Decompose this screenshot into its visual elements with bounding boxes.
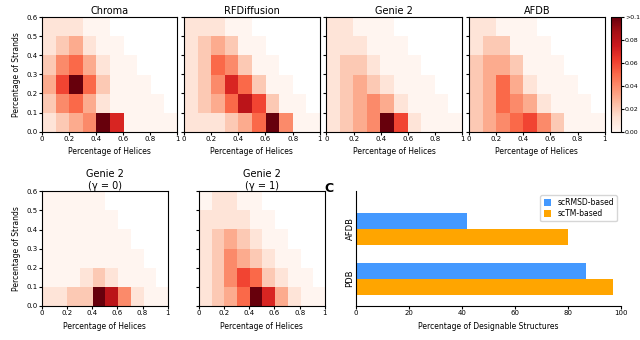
X-axis label: Percentage of Helices: Percentage of Helices — [63, 322, 146, 331]
X-axis label: Percentage of Helices: Percentage of Helices — [68, 148, 151, 156]
X-axis label: Percentage of Helices: Percentage of Helices — [220, 322, 303, 331]
X-axis label: Percentage of Designable Structures: Percentage of Designable Structures — [418, 322, 559, 331]
X-axis label: Percentage of Helices: Percentage of Helices — [495, 148, 578, 156]
X-axis label: Percentage of Helices: Percentage of Helices — [353, 148, 436, 156]
X-axis label: Percentage of Helices: Percentage of Helices — [211, 148, 293, 156]
Y-axis label: Percentage of Strands: Percentage of Strands — [12, 206, 20, 291]
Title: RFDiffusion: RFDiffusion — [224, 6, 280, 16]
Title: Genie 2
(γ = 1): Genie 2 (γ = 1) — [243, 169, 281, 190]
Title: Chroma: Chroma — [90, 6, 129, 16]
Title: AFDB: AFDB — [524, 6, 550, 16]
Bar — [356, 213, 467, 229]
Bar — [356, 229, 568, 245]
Legend: scRMSD-based, scTM-based: scRMSD-based, scTM-based — [541, 195, 617, 221]
Bar — [356, 262, 586, 278]
Text: C: C — [324, 182, 333, 195]
Title: Genie 2: Genie 2 — [376, 6, 413, 16]
Y-axis label: Percentage of Strands: Percentage of Strands — [12, 32, 20, 117]
Bar — [356, 278, 613, 294]
Title: Genie 2
(γ = 0): Genie 2 (γ = 0) — [86, 169, 124, 190]
